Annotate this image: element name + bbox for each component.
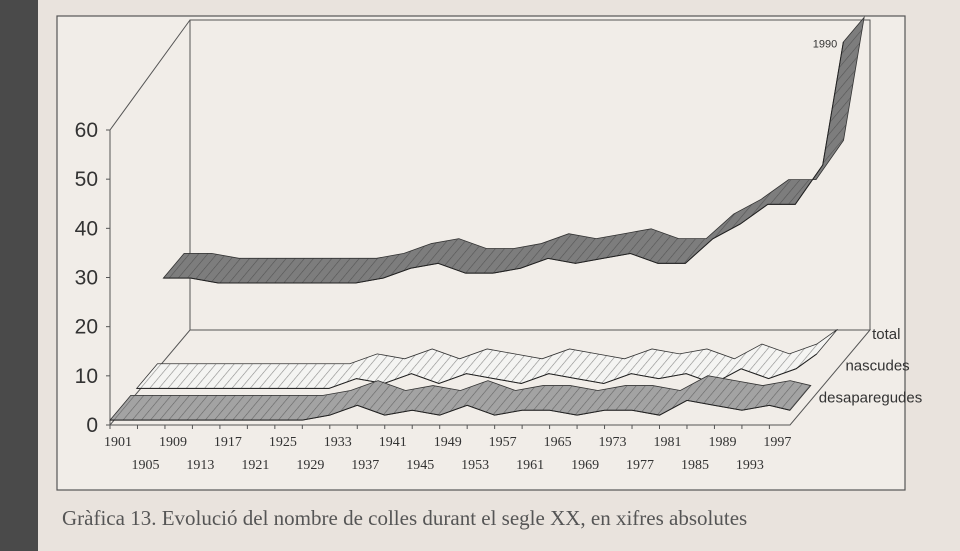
x-tick-label: 1929 [296, 458, 324, 473]
y-tick-label: 0 [86, 414, 98, 437]
x-tick-label: 1905 [131, 458, 159, 473]
x-tick-label: 1925 [269, 435, 297, 450]
x-tick-label: 1985 [681, 458, 709, 473]
ribbon-hatch [110, 375, 811, 421]
ribbon-hatch [136, 329, 838, 389]
x-tick-label: 1945 [406, 458, 434, 473]
x-tick-label: 1957 [489, 435, 517, 450]
x-tick-label: 1953 [461, 458, 489, 473]
y-tick-label: 60 [75, 119, 98, 142]
y-tick-label: 20 [75, 316, 98, 339]
plot: 0102030405060190119051909191319171921192… [75, 16, 922, 473]
x-tick-label: 1969 [571, 458, 599, 473]
legend-label: nascudes [845, 358, 909, 375]
y-tick-label: 30 [75, 267, 98, 290]
back-wall [189, 19, 871, 330]
x-tick-label: 1917 [214, 435, 242, 450]
y-tick-label: 10 [75, 365, 98, 388]
legend-label: total [872, 326, 900, 343]
series-line [110, 399, 791, 421]
x-tick-label: 1997 [763, 435, 791, 450]
annotation: 1990 [813, 39, 837, 51]
x-tick-label: 1921 [241, 458, 269, 473]
x-tick-label: 1989 [708, 435, 736, 450]
x-tick-label: 1949 [434, 435, 462, 450]
x-tick-label: 1981 [653, 435, 681, 450]
x-tick-label: 1961 [516, 458, 544, 473]
y-tick-label: 40 [75, 217, 98, 240]
x-tick-label: 1941 [379, 435, 407, 450]
x-tick-label: 1977 [626, 458, 654, 473]
x-tick-label: 1965 [544, 435, 572, 450]
x-tick-label: 1933 [324, 435, 352, 450]
y-tick-label: 50 [75, 168, 98, 191]
page-edge [0, 0, 38, 551]
x-tick-label: 1909 [159, 435, 187, 450]
x-tick-label: 1913 [186, 458, 214, 473]
x-tick-label: 1973 [599, 435, 627, 450]
x-tick-label: 1937 [351, 458, 379, 473]
legend-label: desaparegudes [819, 389, 922, 406]
x-tick-label: 1901 [104, 435, 132, 450]
series-line [163, 42, 844, 284]
caption: Gràfica 13. Evolució del nombre de colle… [62, 506, 747, 530]
x-tick-label: 1993 [736, 458, 764, 473]
